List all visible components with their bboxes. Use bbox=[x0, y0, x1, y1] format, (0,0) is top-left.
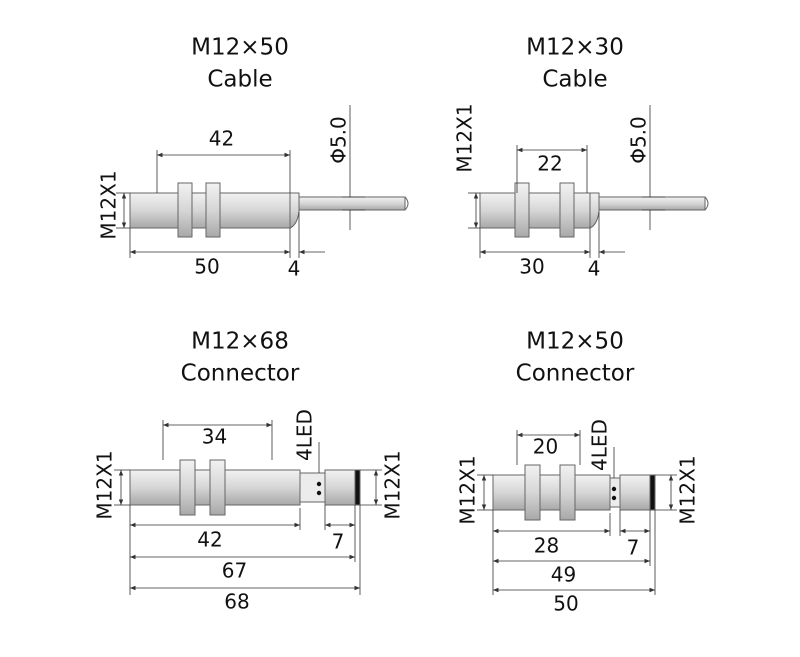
led-dot bbox=[611, 486, 617, 492]
thread-label: M12X1 bbox=[93, 450, 117, 519]
sensor-body bbox=[492, 474, 611, 511]
nut bbox=[524, 464, 541, 521]
dimension-label: 30 bbox=[519, 255, 544, 279]
led-dot bbox=[316, 481, 322, 487]
drawing-title: M12×30 bbox=[526, 35, 624, 61]
thread-label: M12X1 bbox=[676, 455, 700, 524]
dimension-label: 4 bbox=[288, 257, 301, 281]
dimension-label: 42 bbox=[209, 127, 234, 151]
nut bbox=[205, 182, 221, 238]
dimension-label: 49 bbox=[551, 563, 576, 587]
dimension-label: 20 bbox=[533, 435, 558, 459]
drawing-subtitle: Cable bbox=[207, 67, 272, 93]
drawing-subtitle: Connector bbox=[516, 361, 635, 387]
dimension-label: 67 bbox=[222, 559, 247, 583]
drawing-title: M12×50 bbox=[191, 35, 289, 61]
dimension-label: 50 bbox=[194, 255, 219, 279]
led-dot bbox=[611, 495, 617, 501]
dimension-label: 50 bbox=[553, 592, 578, 616]
connector-end bbox=[354, 469, 361, 506]
cable-gland bbox=[289, 192, 300, 229]
dimension-label: 7 bbox=[332, 530, 345, 554]
drawing-title: M12×68 bbox=[191, 329, 289, 355]
nut bbox=[179, 459, 196, 516]
cable bbox=[298, 196, 406, 211]
thread-label: M12X1 bbox=[97, 170, 121, 239]
led-label: 4LED bbox=[588, 419, 612, 471]
cable-diameter-label: Φ5.0 bbox=[627, 116, 651, 164]
led-dot bbox=[316, 490, 322, 496]
dimension-label: 68 bbox=[224, 590, 249, 614]
cable bbox=[598, 196, 706, 211]
connector bbox=[619, 474, 651, 511]
cable-end bbox=[404, 196, 409, 211]
connector bbox=[324, 469, 356, 506]
nut bbox=[559, 464, 576, 521]
led-label: 4LED bbox=[293, 409, 317, 461]
cable-diameter-label: Φ5.0 bbox=[327, 116, 351, 164]
thread-label: M12X1 bbox=[453, 103, 477, 172]
dimension-label: 22 bbox=[537, 152, 562, 176]
thread-label: M12X1 bbox=[456, 455, 480, 524]
connector-end bbox=[649, 474, 656, 511]
dimension-label: 4 bbox=[588, 257, 601, 281]
drawing-title: M12×50 bbox=[526, 329, 624, 355]
dimension-label: 28 bbox=[534, 534, 559, 558]
cable-gland bbox=[589, 192, 600, 229]
nut bbox=[559, 182, 575, 238]
nut bbox=[177, 182, 193, 238]
drawing-subtitle: Cable bbox=[542, 67, 607, 93]
dimension-label: 42 bbox=[197, 528, 222, 552]
dimension-label: 7 bbox=[627, 536, 640, 560]
nut bbox=[514, 182, 530, 238]
thread-label: M12X1 bbox=[381, 450, 405, 519]
nut bbox=[209, 459, 226, 516]
led-housing bbox=[299, 472, 326, 503]
cable-end bbox=[704, 196, 709, 211]
drawing-subtitle: Connector bbox=[181, 361, 300, 387]
led-housing bbox=[609, 477, 621, 508]
dimension-label: 34 bbox=[202, 425, 227, 449]
